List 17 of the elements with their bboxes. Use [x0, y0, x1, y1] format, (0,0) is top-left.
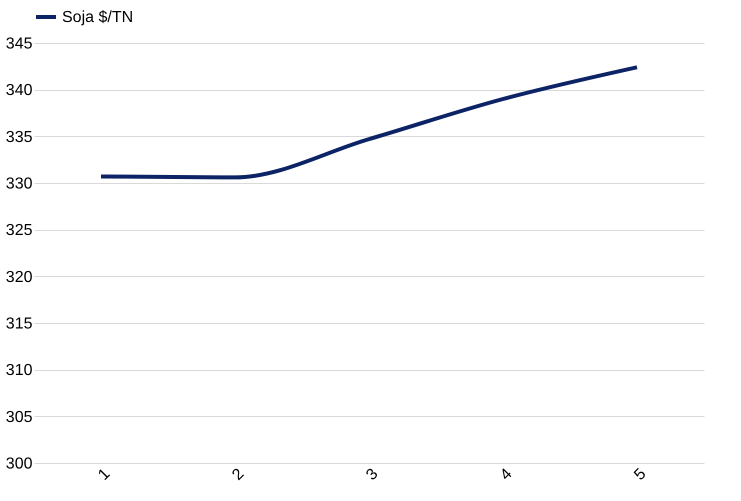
y-tick-label: 320 [6, 268, 33, 286]
y-tick-label: 300 [6, 456, 33, 472]
x-tick-label: 4 [497, 465, 516, 484]
y-tick-label: 345 [6, 36, 33, 52]
y-tick-label: 330 [6, 176, 33, 192]
x-tick-label: 5 [631, 465, 650, 484]
legend-label: Soja $/TN [62, 9, 134, 26]
y-tick-label: 315 [6, 316, 33, 332]
y-tick-label: 310 [6, 362, 33, 380]
x-tick-label: 1 [95, 465, 114, 484]
y-tick-label: 325 [6, 222, 33, 240]
y-tick-label: 305 [6, 408, 33, 426]
y-tick-label: 335 [6, 128, 33, 146]
y-tick-label: 340 [6, 82, 33, 100]
line-series [99, 65, 639, 180]
x-tick-label: 3 [363, 465, 382, 484]
x-tick-label: 2 [229, 465, 248, 484]
